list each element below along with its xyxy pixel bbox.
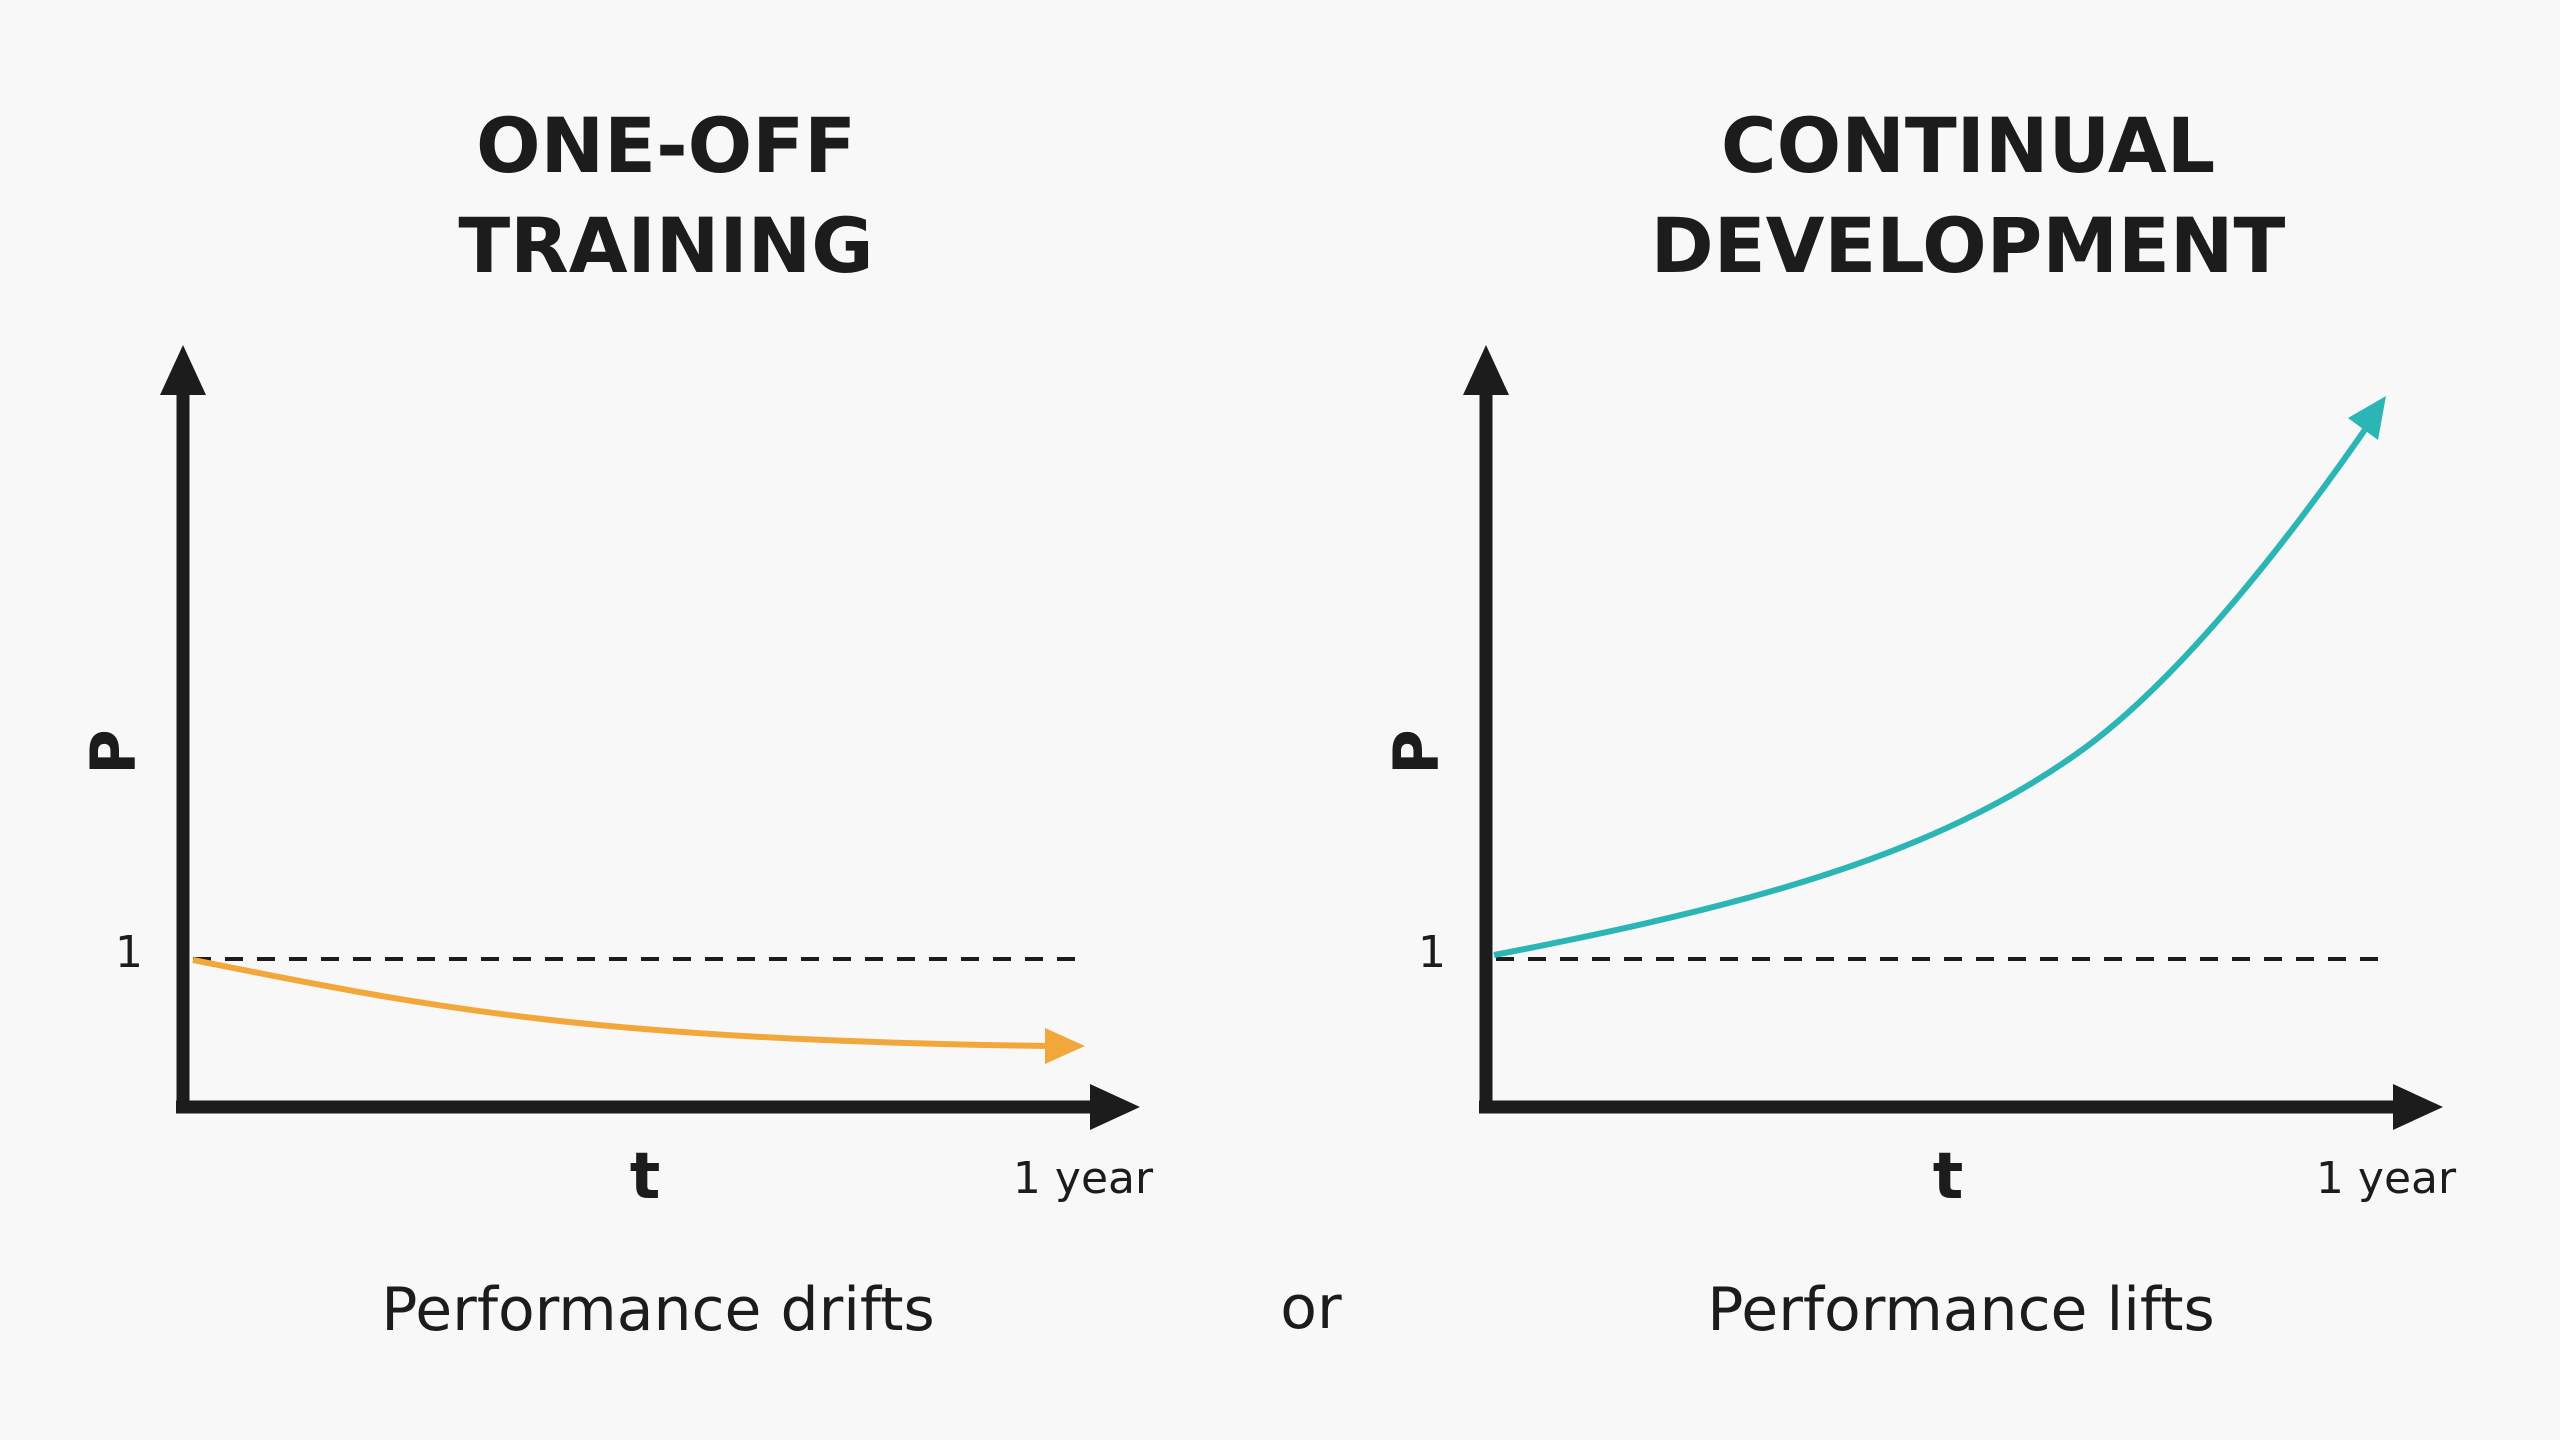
curve-arrow — [2348, 396, 2386, 440]
y-label: P — [1380, 729, 1453, 774]
y-arrow — [1463, 345, 1509, 395]
panel-title: DEVELOPMENT — [1651, 201, 2286, 290]
x-label: t — [1933, 1140, 1964, 1214]
panel-title: CONTINUAL — [1721, 101, 2215, 190]
panel-continual: CONTINUAL DEVELOPMENT P 1 t 1 year Perfo… — [1380, 101, 2457, 1345]
x-arrow — [2393, 1084, 2443, 1130]
x-end-label: 1 year — [1013, 1153, 1154, 1204]
performance-curve — [192, 957, 1051, 1049]
x-end-label: 1 year — [2316, 1153, 2457, 1204]
x-label: t — [630, 1140, 661, 1214]
performance-curve — [1493, 416, 2376, 958]
x-arrow — [1090, 1084, 1140, 1130]
caption: Performance drifts — [381, 1275, 935, 1345]
panel-one-off: ONE-OFF TRAINING P 1 t 1 year Performanc… — [77, 101, 1154, 1345]
curve-arrow — [1045, 1028, 1085, 1064]
baseline-label: 1 — [1418, 927, 1446, 978]
panel-title: ONE-OFF — [476, 101, 856, 190]
y-arrow — [160, 345, 206, 395]
baseline-label: 1 — [115, 927, 143, 978]
caption: Performance lifts — [1707, 1275, 2214, 1345]
separator: or — [1280, 1273, 1342, 1343]
panel-title: TRAINING — [458, 201, 873, 290]
y-label: P — [77, 729, 150, 774]
